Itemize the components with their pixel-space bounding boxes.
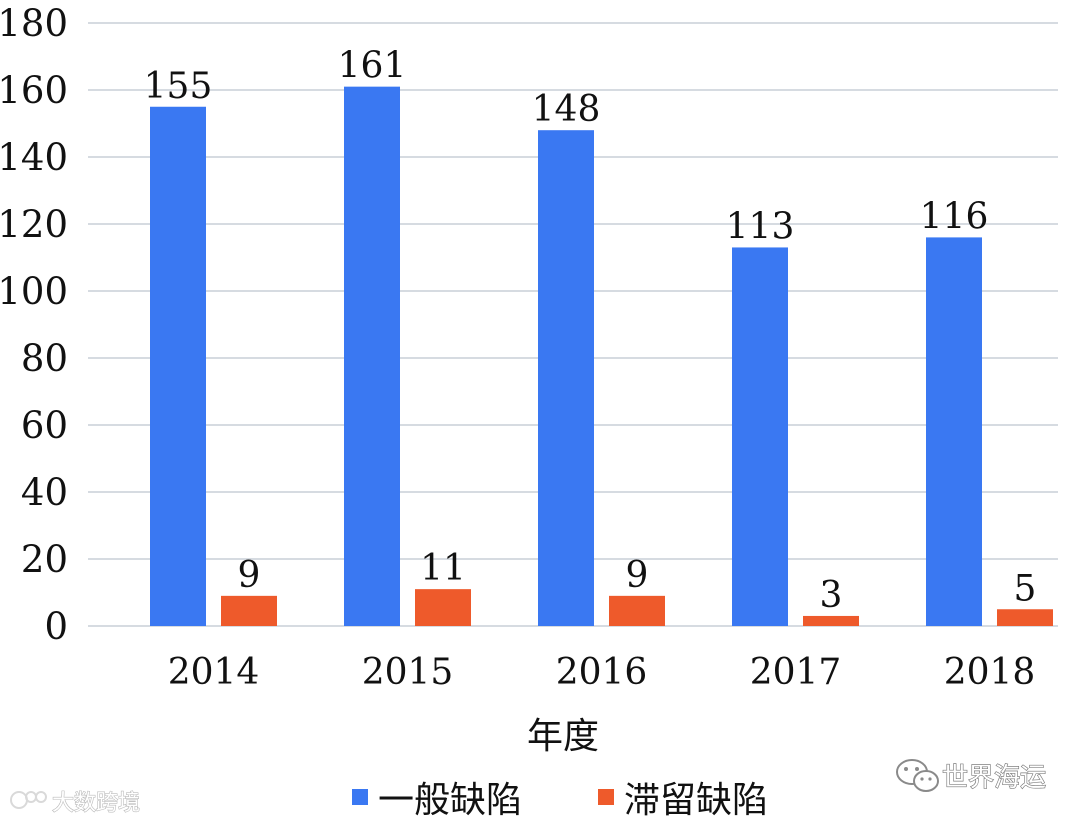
legend-swatch	[598, 789, 614, 805]
y-tick-label: 100	[0, 270, 68, 313]
y-tick-label: 0	[44, 605, 68, 648]
data-labels: 155 9 161 11 148 9 113 3 116 5	[144, 46, 1037, 616]
y-tick-label: 40	[21, 471, 68, 514]
x-tick-label: 2018	[944, 652, 1036, 693]
data-label: 9	[626, 555, 649, 596]
y-tick-label: 120	[0, 203, 68, 246]
bar-series-2-2016	[609, 595, 665, 626]
legend-label: 一般缺陷	[378, 780, 522, 821]
data-label: 5	[1014, 568, 1037, 609]
x-axis-ticks: 2014 2015 2016 2017 2018	[168, 652, 1036, 693]
bar-series-2-2018	[997, 609, 1053, 626]
y-axis-ticks: 0 20 40 60 80 100 120 140 160 180	[0, 2, 68, 648]
y-tick-label: 20	[21, 538, 68, 581]
x-tick-label: 2017	[750, 652, 842, 693]
watermark-right-text: 世界海运	[942, 763, 1046, 793]
data-label: 113	[726, 206, 795, 247]
y-tick-label: 140	[0, 136, 68, 179]
legend-label: 滞留缺陷	[624, 780, 768, 821]
watermark-bottom-right: 世界海运	[896, 759, 1047, 794]
x-tick-label: 2015	[362, 652, 454, 693]
data-label: 116	[920, 196, 989, 237]
bar-series-2-2017	[803, 615, 859, 626]
legend: 一般缺陷 滞留缺陷	[352, 780, 768, 821]
data-label: 3	[820, 575, 843, 616]
data-label: 11	[420, 548, 466, 589]
watermark-logo-icon	[10, 791, 47, 809]
x-tick-label: 2016	[556, 652, 648, 693]
legend-swatch	[352, 789, 368, 805]
bar-series-2-2014	[221, 595, 277, 626]
bar-series-2-2015	[415, 589, 471, 626]
y-tick-label: 80	[21, 337, 68, 380]
y-tick-label: 180	[0, 2, 68, 45]
data-label: 148	[532, 89, 601, 130]
bar-series-1-2015	[344, 86, 400, 626]
bar-series-1-2016	[538, 130, 594, 626]
bars	[150, 86, 1053, 626]
wechat-icon	[896, 759, 939, 792]
x-tick-label: 2014	[168, 652, 260, 693]
x-axis-title: 年度	[527, 716, 599, 757]
data-label: 155	[144, 66, 213, 107]
data-label: 161	[338, 46, 407, 87]
watermark-left-text: 大数跨境	[52, 791, 140, 816]
bar-series-1-2018	[926, 237, 982, 626]
y-tick-label: 160	[0, 69, 68, 112]
bar-series-1-2014	[150, 106, 206, 626]
bar-series-1-2017	[732, 247, 788, 626]
y-tick-label: 60	[21, 404, 68, 447]
watermark-bottom-left: 大数跨境	[10, 790, 141, 817]
data-label: 9	[238, 555, 261, 596]
